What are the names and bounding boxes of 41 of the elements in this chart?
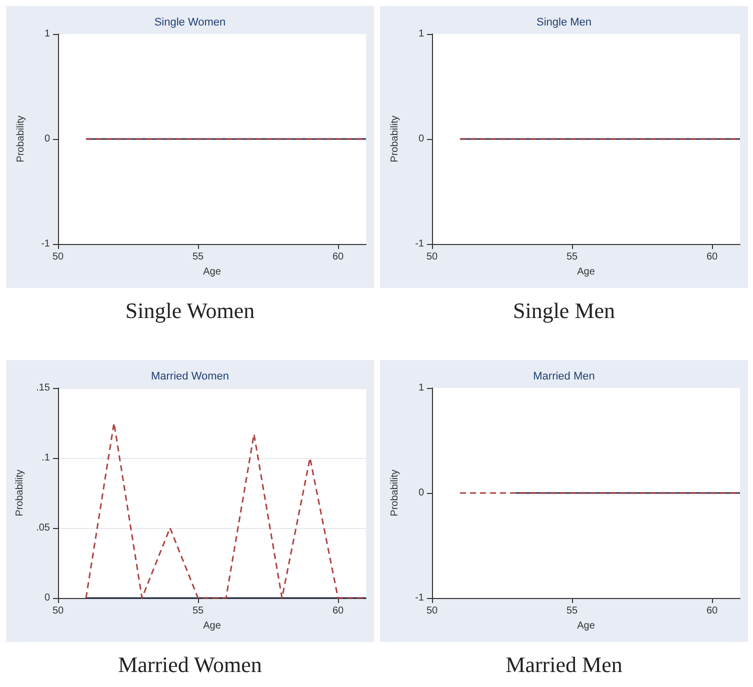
y-tick-label: .1 [42, 452, 50, 464]
chart-title: Married Men [533, 370, 595, 382]
y-axis-title: Probability [14, 470, 26, 516]
y-axis-title: Probability [390, 116, 400, 162]
y-axis-title: Probability [16, 116, 26, 162]
x-tick-label: 50 [426, 252, 438, 262]
y-tick-label: 0 [44, 134, 50, 144]
chart-title: Single Women [154, 16, 226, 28]
x-tick-label: 55 [192, 606, 204, 616]
x-axis-title: Age [203, 620, 222, 632]
x-tick-label: 60 [706, 252, 718, 262]
y-tick-label: -1 [41, 238, 50, 250]
y-tick-label: 0 [44, 592, 50, 604]
chart-title: Single Men [536, 16, 592, 28]
x-axis-title: Age [577, 266, 596, 278]
x-tick-label: 50 [52, 252, 64, 262]
y-tick-label: -1 [415, 238, 424, 250]
text: Married Men [504, 652, 624, 678]
text: Married Women [117, 652, 263, 678]
x-tick-label: 55 [566, 252, 578, 262]
y-axis-title: Probability [390, 470, 400, 516]
x-tick-label: 55 [192, 252, 204, 262]
y-tick-label: 0 [418, 134, 424, 144]
x-tick-label: 55 [566, 606, 578, 616]
x-tick-label: 50 [426, 606, 438, 616]
y-tick-label: .05 [36, 522, 50, 534]
y-tick-label: 1 [44, 28, 50, 40]
y-tick-label: -1 [415, 592, 424, 604]
x-tick-label: 60 [332, 606, 344, 616]
x-tick-label: 60 [332, 252, 344, 262]
chart-title: Married Women [150, 370, 230, 382]
y-tick-label: 1 [418, 382, 424, 394]
y-tick-label: .15 [36, 382, 50, 394]
x-axis-title: Age [203, 266, 222, 278]
y-tick-label: 1 [418, 28, 424, 40]
x-axis-title: Age [577, 620, 596, 632]
text: Single Men [512, 298, 616, 324]
x-tick-label: 50 [52, 606, 64, 616]
y-tick-label: 0 [418, 488, 424, 498]
text: Single Women [124, 298, 256, 324]
x-tick-label: 60 [706, 606, 718, 616]
